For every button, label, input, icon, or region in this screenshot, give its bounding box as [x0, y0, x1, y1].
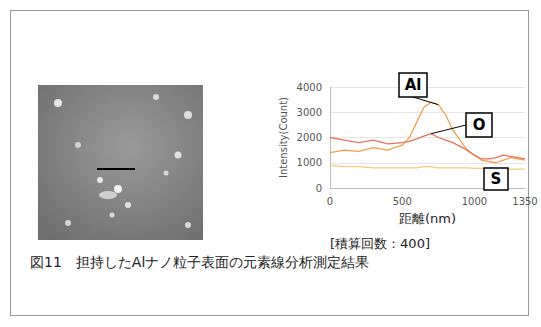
svg-text:0: 0 [327, 196, 333, 207]
svg-text:Al: Al [405, 76, 422, 94]
svg-text:0: 0 [316, 183, 322, 194]
svg-text:O: O [473, 116, 486, 134]
svg-text:1000: 1000 [297, 157, 322, 168]
svg-text:500: 500 [393, 196, 412, 207]
html-text:[積算回数：400]: [積算回数：400] [330, 236, 430, 251]
svg-text:Intensity(Count): Intensity(Count) [278, 97, 289, 178]
html-text:図11 担持したAlナノ粒子表面の元素線分析測定結果: 図11 担持したAlナノ粒子表面の元素線分析測定結果 [30, 254, 370, 270]
svg-text:1000: 1000 [462, 196, 487, 207]
svg-text:4000: 4000 [297, 82, 322, 93]
svg-text:S: S [491, 170, 502, 188]
svg-text:2000: 2000 [297, 132, 322, 143]
svg-text:距離(nm): 距離(nm) [399, 211, 456, 226]
svg-text:3000: 3000 [297, 107, 322, 118]
svg-text:1350: 1350 [512, 196, 537, 207]
